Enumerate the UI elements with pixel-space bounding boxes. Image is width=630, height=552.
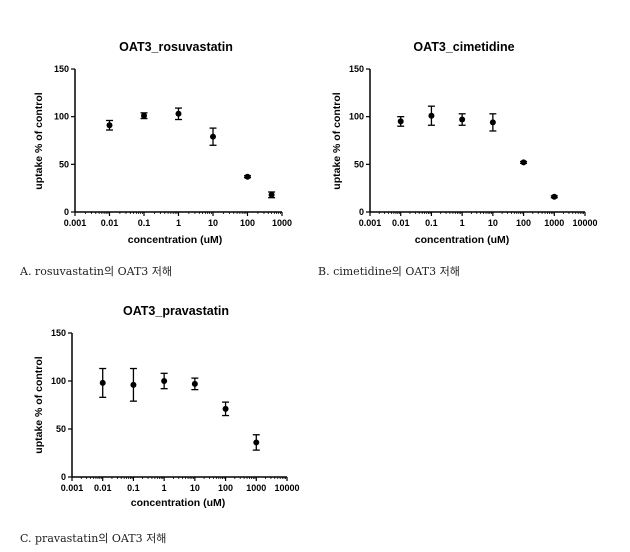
y-tick-label: 50 [56, 424, 66, 434]
x-tick-label: 0.1 [127, 483, 140, 493]
x-tick-label: 100 [218, 483, 233, 493]
data-point [99, 379, 106, 386]
data-point [222, 405, 229, 412]
x-tick-label: 1 [460, 218, 465, 228]
x-tick-label: 0.1 [138, 218, 151, 228]
data-point [253, 439, 260, 446]
data-point [459, 116, 466, 123]
x-tick-label: 0.001 [359, 218, 382, 228]
data-point [268, 191, 275, 198]
x-tick-label: 0.01 [392, 218, 410, 228]
data-point [130, 381, 137, 388]
plot-area: 0 50 100 150 0.001 0.01 0.1 1 10 100 1000 [54, 64, 292, 228]
chart-cimetidine: OAT3_cimetidine concentration (uM) uptak… [331, 40, 598, 246]
data-point [551, 193, 558, 200]
chart-title: OAT3_cimetidine [413, 40, 514, 54]
y-tick-label: 100 [51, 376, 66, 386]
caption-b: B. cimetidine의 OAT3 저해 [318, 265, 460, 278]
x-axis-label: concentration (uM) [128, 234, 223, 246]
x-tick-label: 100 [240, 218, 255, 228]
y-tick-label: 0 [359, 207, 364, 217]
data-point [489, 119, 496, 126]
x-tick-label: 0.01 [94, 483, 112, 493]
chart-rosuvastatin: OAT3_rosuvastatin concentration (uM) upt… [33, 40, 292, 246]
data-point [106, 122, 113, 129]
y-tick-label: 0 [61, 472, 66, 482]
x-tick-label: 1000 [272, 218, 292, 228]
data-point [520, 159, 527, 166]
chart-title: OAT3_pravastatin [123, 304, 229, 318]
data-point [210, 133, 216, 140]
y-tick-label: 150 [51, 328, 66, 338]
x-tick-label: 0.1 [425, 218, 438, 228]
data-point [191, 380, 198, 387]
x-tick-label: 0.001 [64, 218, 87, 228]
x-tick-label: 1 [176, 218, 181, 228]
y-tick-label: 0 [64, 207, 69, 217]
data-point [161, 378, 168, 384]
plot-area: 0 50 100 150 0.001 0.01 0.1 1 10 100 1000 10000 [51, 328, 300, 493]
x-tick-label: 10 [190, 483, 200, 493]
y-tick-label: 150 [54, 64, 69, 74]
x-tick-label: 1000 [246, 483, 266, 493]
chart-pravastatin: OAT3_pravastatin concentration (uM) upta… [33, 304, 300, 509]
caption-a: A. rosuvastatin의 OAT3 저해 [20, 265, 173, 278]
y-tick-label: 100 [349, 112, 364, 122]
x-tick-label: 10000 [274, 483, 299, 493]
x-axis-label: concentration (uM) [131, 497, 226, 509]
y-tick-label: 50 [354, 159, 364, 169]
data-point [141, 112, 147, 119]
y-axis-label: uptake % of control [331, 92, 343, 190]
x-tick-label: 10 [208, 218, 218, 228]
x-tick-label: 10000 [572, 218, 597, 228]
x-tick-label: 0.01 [101, 218, 119, 228]
y-tick-label: 100 [54, 112, 69, 122]
y-axis-label: uptake % of control [33, 356, 45, 454]
chart-title: OAT3_rosuvastatin [119, 40, 233, 54]
plot-area: 0 50 100 150 0.001 0.01 0.1 1 10 100 1000 10000 [349, 64, 598, 228]
data-point [175, 110, 182, 117]
x-tick-label: 1000 [544, 218, 564, 228]
x-tick-label: 0.001 [61, 483, 84, 493]
data-point [397, 118, 404, 125]
x-axis-label: concentration (uM) [415, 234, 510, 246]
x-tick-label: 1 [162, 483, 167, 493]
y-tick-label: 50 [59, 159, 69, 169]
x-tick-label: 100 [516, 218, 531, 228]
data-point [428, 112, 435, 119]
y-axis-label: uptake % of control [33, 92, 45, 190]
data-point [244, 173, 251, 180]
x-tick-label: 10 [488, 218, 498, 228]
y-tick-label: 150 [349, 64, 364, 74]
caption-c: C. pravastatin의 OAT3 저해 [20, 532, 167, 545]
